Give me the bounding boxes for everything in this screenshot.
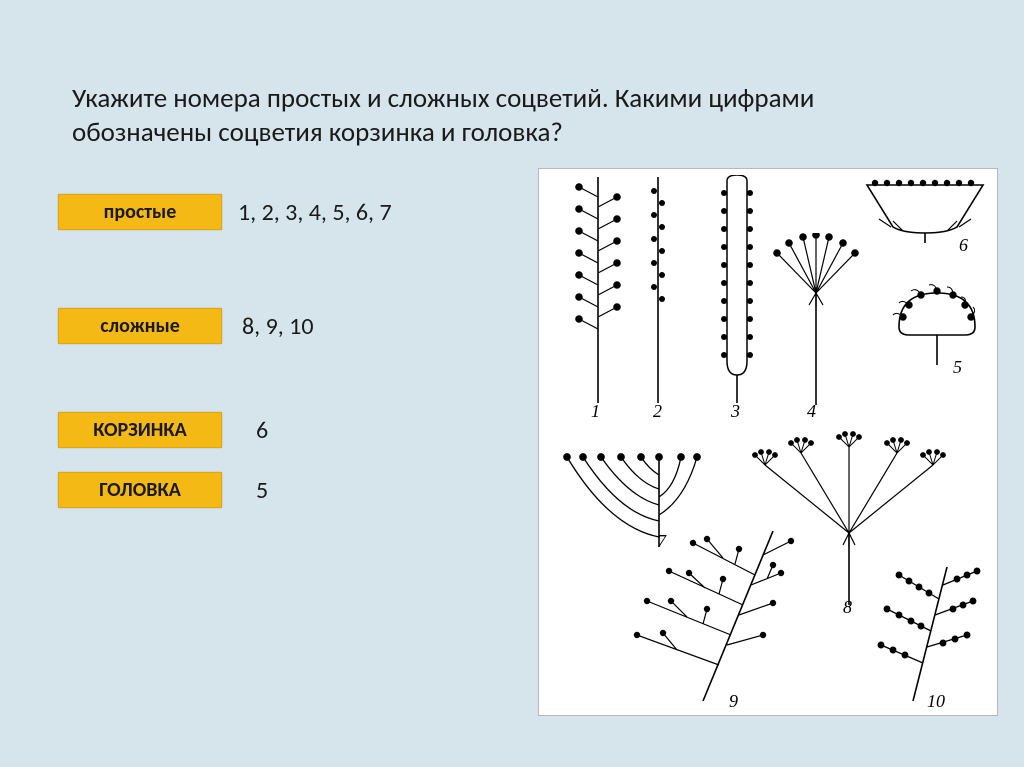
diagram-9-panicle [623,531,823,701]
fig-label-4: 4 [807,401,816,422]
label-golovka-text: ГОЛОВКА [99,478,181,502]
diagram-7-corymb [549,427,709,547]
label-simple: простые [58,194,222,230]
inflorescence-figure: 1 2 3 4 5 6 7 8 9 10 [538,168,998,716]
diagram-1-raceme [567,177,629,403]
label-golovka: ГОЛОВКА [58,472,222,508]
diagram-2-spike [641,177,675,403]
fig-label-10: 10 [927,691,945,712]
label-complex-text: сложные [100,314,180,338]
label-korzinka-text: КОРЗИНКА [93,418,187,442]
slide: Укажите номера простых и сложных соцвети… [0,0,1024,767]
diagram-3-spadix [705,175,769,403]
fig-label-5: 5 [953,357,962,378]
value-korzinka: 6 [256,416,268,445]
label-simple-text: простые [104,200,177,224]
fig-label-1: 1 [591,401,600,422]
diagram-6-capitulum [857,175,993,243]
fig-label-8: 8 [843,597,852,618]
diagram-4-umbel [771,233,861,405]
fig-label-9: 9 [729,691,738,712]
diagram-10-compound-spike [873,567,989,701]
diagram-5-head [887,269,987,365]
value-simple: 1, 2, 3, 4, 5, 6, 7 [238,198,392,227]
value-golovka: 5 [256,476,268,505]
fig-label-7: 7 [657,531,666,552]
fig-label-2: 2 [653,401,662,422]
question-text: Укажите номера простых и сложных соцвети… [72,82,922,150]
fig-label-6: 6 [959,235,968,256]
value-complex: 8, 9, 10 [242,312,313,341]
label-korzinka: КОРЗИНКА [58,412,222,448]
fig-label-3: 3 [731,401,740,422]
label-complex: сложные [58,308,222,344]
